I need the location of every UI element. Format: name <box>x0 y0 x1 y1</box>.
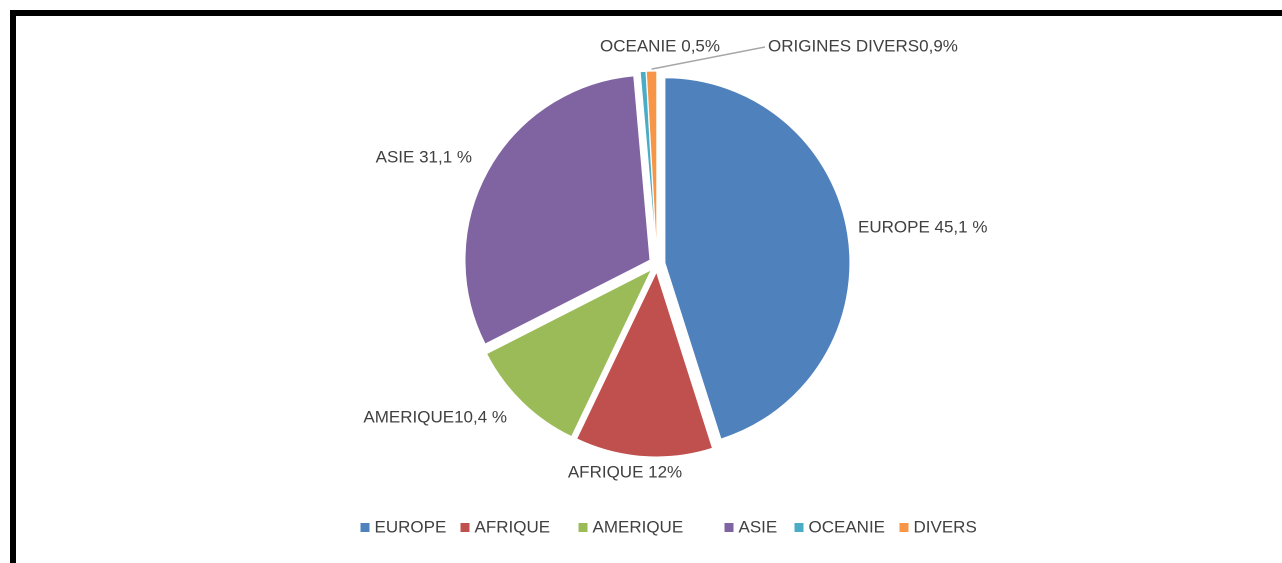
data-label: ORIGINES DIVERS0,9% <box>768 36 958 55</box>
legend-swatch <box>460 523 470 532</box>
legend-label: OCEANIE <box>809 517 886 536</box>
leader-line <box>651 46 766 70</box>
pie-slice <box>464 75 651 345</box>
pie-slice <box>575 270 714 458</box>
legend-swatch <box>899 523 909 532</box>
legend-label: DIVERS <box>914 517 977 536</box>
data-label: ASIE 31,1 % <box>376 147 472 166</box>
legend-label: ASIE <box>739 517 778 536</box>
legend-label: AMERIQUE <box>593 517 684 536</box>
legend-swatch <box>724 523 734 532</box>
legend-label: EUROPE <box>375 517 447 536</box>
pie-slice <box>485 268 653 438</box>
legend-swatch <box>794 523 804 532</box>
legend-swatch <box>360 523 370 532</box>
data-label: AFRIQUE 12% <box>568 462 682 481</box>
legend-swatch <box>578 523 588 532</box>
data-label: AMERIQUE10,4 % <box>363 407 507 426</box>
data-label: EUROPE 45,1 % <box>858 217 987 236</box>
data-label: OCEANIE 0,5% <box>600 36 720 55</box>
pie-slice <box>645 70 658 257</box>
pie-slice <box>664 77 851 440</box>
legend-label: AFRIQUE <box>475 517 551 536</box>
